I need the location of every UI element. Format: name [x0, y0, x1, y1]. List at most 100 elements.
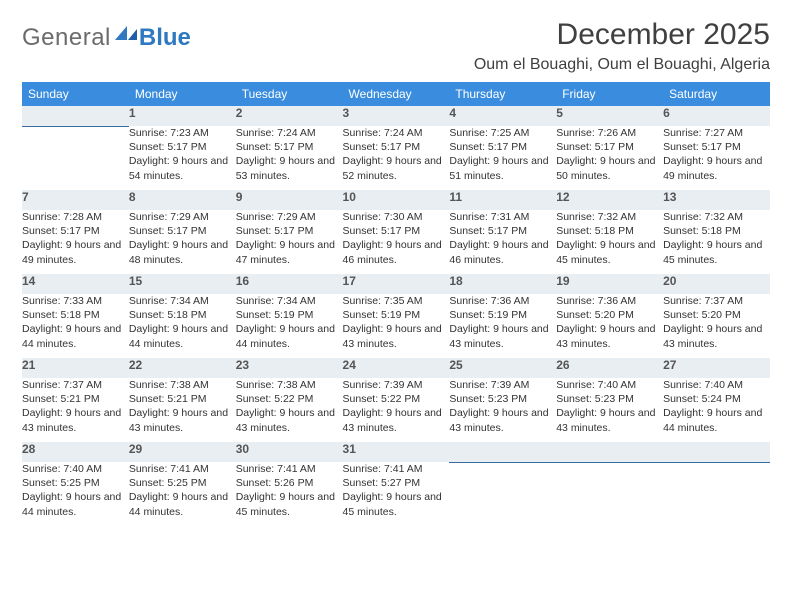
day-detail-cell	[22, 126, 129, 190]
weekday-header: Saturday	[663, 82, 770, 106]
day-detail-cell: Sunrise: 7:26 AMSunset: 5:17 PMDaylight:…	[556, 126, 663, 190]
day-detail-cell: Sunrise: 7:34 AMSunset: 5:18 PMDaylight:…	[129, 294, 236, 358]
daylight-text: Daylight: 9 hours and 44 minutes.	[129, 490, 236, 518]
daylight-text: Daylight: 9 hours and 47 minutes.	[236, 238, 343, 266]
daylight-text: Daylight: 9 hours and 51 minutes.	[449, 154, 556, 182]
day-number-cell: 13	[663, 190, 770, 210]
location-text: Oum el Bouaghi, Oum el Bouaghi, Algeria	[474, 56, 770, 74]
daylight-text: Daylight: 9 hours and 43 minutes.	[663, 322, 770, 350]
sunset-text: Sunset: 5:19 PM	[343, 308, 450, 322]
sunset-text: Sunset: 5:17 PM	[22, 224, 129, 238]
day-detail-cell: Sunrise: 7:41 AMSunset: 5:27 PMDaylight:…	[343, 462, 450, 526]
day-number-cell: 2	[236, 106, 343, 126]
sunrise-text: Sunrise: 7:30 AM	[343, 210, 450, 224]
daylight-text: Daylight: 9 hours and 53 minutes.	[236, 154, 343, 182]
sunrise-text: Sunrise: 7:32 AM	[556, 210, 663, 224]
day-detail-cell: Sunrise: 7:27 AMSunset: 5:17 PMDaylight:…	[663, 126, 770, 190]
daylight-text: Daylight: 9 hours and 43 minutes.	[343, 406, 450, 434]
sunset-text: Sunset: 5:18 PM	[663, 224, 770, 238]
sunrise-text: Sunrise: 7:31 AM	[449, 210, 556, 224]
sunset-text: Sunset: 5:22 PM	[343, 392, 450, 406]
sunset-text: Sunset: 5:25 PM	[129, 476, 236, 490]
day-number-cell: 10	[343, 190, 450, 210]
day-number-row: 21222324252627	[22, 358, 770, 378]
day-number-cell: 20	[663, 274, 770, 294]
day-detail-cell: Sunrise: 7:29 AMSunset: 5:17 PMDaylight:…	[129, 210, 236, 274]
daylight-text: Daylight: 9 hours and 44 minutes.	[663, 406, 770, 434]
day-number-cell: 30	[236, 442, 343, 462]
sunset-text: Sunset: 5:23 PM	[556, 392, 663, 406]
daylight-text: Daylight: 9 hours and 45 minutes.	[236, 490, 343, 518]
sunset-text: Sunset: 5:21 PM	[22, 392, 129, 406]
day-number-cell: 1	[129, 106, 236, 126]
day-number-cell: 7	[22, 190, 129, 210]
day-number-cell: 17	[343, 274, 450, 294]
daylight-text: Daylight: 9 hours and 43 minutes.	[556, 322, 663, 350]
day-number-row: 78910111213	[22, 190, 770, 210]
daylight-text: Daylight: 9 hours and 44 minutes.	[22, 322, 129, 350]
daylight-text: Daylight: 9 hours and 50 minutes.	[556, 154, 663, 182]
sunrise-text: Sunrise: 7:39 AM	[343, 378, 450, 392]
sunset-text: Sunset: 5:17 PM	[129, 140, 236, 154]
day-number-cell	[22, 106, 129, 126]
day-number-cell: 18	[449, 274, 556, 294]
day-detail-cell: Sunrise: 7:41 AMSunset: 5:25 PMDaylight:…	[129, 462, 236, 526]
day-detail-cell: Sunrise: 7:25 AMSunset: 5:17 PMDaylight:…	[449, 126, 556, 190]
day-detail-cell: Sunrise: 7:37 AMSunset: 5:21 PMDaylight:…	[22, 378, 129, 442]
daylight-text: Daylight: 9 hours and 54 minutes.	[129, 154, 236, 182]
day-number-cell: 8	[129, 190, 236, 210]
sunset-text: Sunset: 5:17 PM	[556, 140, 663, 154]
day-number-cell	[556, 442, 663, 462]
day-number-cell: 19	[556, 274, 663, 294]
weekday-header: Monday	[129, 82, 236, 106]
sunrise-text: Sunrise: 7:35 AM	[343, 294, 450, 308]
sunset-text: Sunset: 5:26 PM	[236, 476, 343, 490]
day-detail-cell	[556, 462, 663, 526]
day-detail-row: Sunrise: 7:23 AMSunset: 5:17 PMDaylight:…	[22, 126, 770, 190]
daylight-text: Daylight: 9 hours and 46 minutes.	[343, 238, 450, 266]
daylight-text: Daylight: 9 hours and 43 minutes.	[343, 322, 450, 350]
day-number-cell: 24	[343, 358, 450, 378]
day-number-cell: 9	[236, 190, 343, 210]
sunset-text: Sunset: 5:17 PM	[449, 224, 556, 238]
sunrise-text: Sunrise: 7:24 AM	[343, 126, 450, 140]
weekday-header: Sunday	[22, 82, 129, 106]
day-number-cell	[663, 442, 770, 462]
sunset-text: Sunset: 5:17 PM	[129, 224, 236, 238]
calendar-body: 123456 Sunrise: 7:23 AMSunset: 5:17 PMDa…	[22, 106, 770, 526]
sunset-text: Sunset: 5:21 PM	[129, 392, 236, 406]
day-number-cell: 28	[22, 442, 129, 462]
day-number-row: 14151617181920	[22, 274, 770, 294]
day-detail-cell: Sunrise: 7:40 AMSunset: 5:23 PMDaylight:…	[556, 378, 663, 442]
sunrise-text: Sunrise: 7:41 AM	[343, 462, 450, 476]
day-detail-cell: Sunrise: 7:37 AMSunset: 5:20 PMDaylight:…	[663, 294, 770, 358]
day-number-cell: 31	[343, 442, 450, 462]
sunset-text: Sunset: 5:24 PM	[663, 392, 770, 406]
sunrise-text: Sunrise: 7:40 AM	[663, 378, 770, 392]
daylight-text: Daylight: 9 hours and 43 minutes.	[556, 406, 663, 434]
weekday-header: Wednesday	[343, 82, 450, 106]
day-number-cell: 22	[129, 358, 236, 378]
sunrise-text: Sunrise: 7:33 AM	[22, 294, 129, 308]
day-number-cell: 3	[343, 106, 450, 126]
daylight-text: Daylight: 9 hours and 46 minutes.	[449, 238, 556, 266]
sunrise-text: Sunrise: 7:34 AM	[129, 294, 236, 308]
daylight-text: Daylight: 9 hours and 48 minutes.	[129, 238, 236, 266]
day-number-cell: 14	[22, 274, 129, 294]
sunset-text: Sunset: 5:17 PM	[236, 140, 343, 154]
day-detail-cell: Sunrise: 7:36 AMSunset: 5:20 PMDaylight:…	[556, 294, 663, 358]
logo-sail-icon	[115, 26, 137, 40]
day-detail-cell: Sunrise: 7:36 AMSunset: 5:19 PMDaylight:…	[449, 294, 556, 358]
daylight-text: Daylight: 9 hours and 43 minutes.	[129, 406, 236, 434]
sunrise-text: Sunrise: 7:37 AM	[663, 294, 770, 308]
day-detail-row: Sunrise: 7:33 AMSunset: 5:18 PMDaylight:…	[22, 294, 770, 358]
sunrise-text: Sunrise: 7:41 AM	[236, 462, 343, 476]
day-detail-cell: Sunrise: 7:29 AMSunset: 5:17 PMDaylight:…	[236, 210, 343, 274]
sunset-text: Sunset: 5:20 PM	[663, 308, 770, 322]
title-block: December 2025 Oum el Bouaghi, Oum el Bou…	[474, 18, 770, 74]
day-number-cell: 6	[663, 106, 770, 126]
day-detail-cell: Sunrise: 7:35 AMSunset: 5:19 PMDaylight:…	[343, 294, 450, 358]
sunrise-text: Sunrise: 7:40 AM	[22, 462, 129, 476]
sunrise-text: Sunrise: 7:29 AM	[129, 210, 236, 224]
day-detail-cell	[449, 462, 556, 526]
